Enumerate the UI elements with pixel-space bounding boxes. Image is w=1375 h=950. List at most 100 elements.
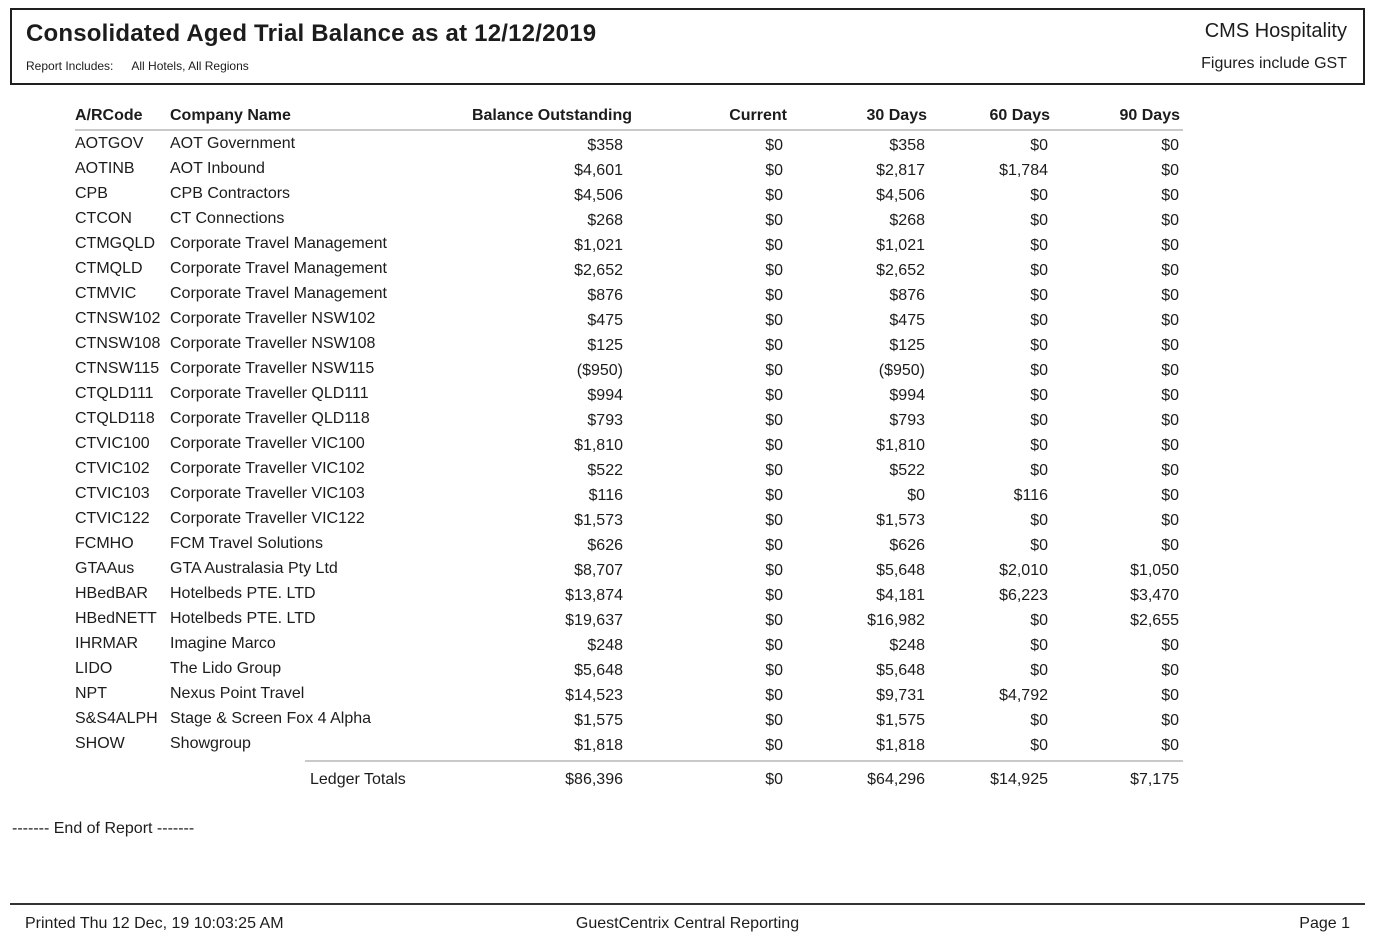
trial-balance-table: A/RCode Company Name Balance Outstanding…: [75, 101, 1183, 794]
cell-company: Imagine Marco: [170, 635, 276, 652]
cell-90days: $0: [1161, 212, 1179, 229]
table-row: LIDO The Lido Group $5,648 $0 $5,648 $0 …: [75, 656, 1183, 681]
report-header-right: CMS Hospitality Figures include GST: [1201, 20, 1347, 83]
table-row: CTCON CT Connections $268 $0 $268 $0 $0: [75, 206, 1183, 231]
column-header-company: Company Name: [170, 107, 291, 124]
cell-balance: $268: [587, 212, 623, 229]
table-row: CTVIC100 Corporate Traveller VIC100 $1,8…: [75, 431, 1183, 456]
cell-company: Showgroup: [170, 735, 251, 752]
cell-current: $0: [765, 162, 783, 179]
cell-30days: $2,817: [876, 162, 925, 179]
cell-arcode: CTVIC102: [75, 460, 150, 477]
cell-current: $0: [765, 412, 783, 429]
cell-current: $0: [765, 662, 783, 679]
cell-balance: $116: [588, 487, 623, 504]
cell-current: $0: [765, 337, 783, 354]
cell-30days: $2,652: [876, 262, 925, 279]
table-row: CTQLD118 Corporate Traveller QLD118 $793…: [75, 406, 1183, 431]
cell-60days: $0: [1030, 187, 1048, 204]
cell-60days: $0: [1030, 462, 1048, 479]
table-row: AOTINB AOT Inbound $4,601 $0 $2,817 $1,7…: [75, 156, 1183, 181]
cell-90days: $0: [1161, 387, 1179, 404]
cell-arcode: CTNSW102: [75, 310, 161, 327]
cell-30days: $522: [889, 462, 925, 479]
cell-current: $0: [765, 387, 783, 404]
cell-balance: $1,818: [574, 737, 623, 754]
cell-arcode: LIDO: [75, 660, 113, 677]
cell-30days: $9,731: [876, 687, 925, 704]
cell-company: FCM Travel Solutions: [170, 535, 323, 552]
table-row: AOTGOV AOT Government $358 $0 $358 $0 $0: [75, 131, 1183, 156]
cell-arcode: NPT: [75, 685, 107, 702]
footer-divider: [10, 903, 1365, 905]
cell-60days: $0: [1030, 387, 1048, 404]
table-row: CTNSW115 Corporate Traveller NSW115 ($95…: [75, 356, 1183, 381]
cell-balance: $1,021: [574, 237, 623, 254]
cell-arcode: CTCON: [75, 210, 132, 227]
cell-60days: $1,784: [999, 162, 1048, 179]
cell-90days: $0: [1161, 712, 1179, 729]
cell-current: $0: [765, 687, 783, 704]
report-header: Consolidated Aged Trial Balance as at 12…: [10, 8, 1365, 85]
cell-90days: $0: [1161, 737, 1179, 754]
cell-company: Corporate Traveller VIC103: [170, 485, 365, 502]
cell-30days: $1,810: [876, 437, 925, 454]
cell-60days: $0: [1030, 362, 1048, 379]
table-header-row: A/RCode Company Name Balance Outstanding…: [75, 101, 1183, 131]
cell-30days: $5,648: [876, 562, 925, 579]
cell-90days: $0: [1161, 337, 1179, 354]
report-header-left: Consolidated Aged Trial Balance as at 12…: [26, 20, 596, 83]
cell-30days: $1,021: [876, 237, 925, 254]
totals-current: $0: [765, 771, 783, 788]
table-row: HBedBAR Hotelbeds PTE. LTD $13,874 $0 $4…: [75, 581, 1183, 606]
cell-90days: $0: [1161, 437, 1179, 454]
cell-90days: $0: [1161, 537, 1179, 554]
ledger-totals-label: Ledger Totals: [310, 771, 406, 788]
report-includes: Report Includes: All Hotels, All Regions: [26, 59, 596, 73]
cell-60days: $0: [1030, 312, 1048, 329]
cell-current: $0: [765, 637, 783, 654]
cell-current: $0: [765, 487, 783, 504]
cell-90days: $0: [1161, 637, 1179, 654]
cell-60days: $6,223: [999, 587, 1048, 604]
cell-current: $0: [765, 512, 783, 529]
totals-balance: $86,396: [565, 771, 623, 788]
cell-balance: $1,575: [574, 712, 623, 729]
cell-90days: $0: [1161, 662, 1179, 679]
table-row: FCMHO FCM Travel Solutions $626 $0 $626 …: [75, 531, 1183, 556]
cell-90days: $0: [1161, 137, 1179, 154]
table-row: CTMGQLD Corporate Travel Management $1,0…: [75, 231, 1183, 256]
cell-company: Corporate Traveller NSW108: [170, 335, 376, 352]
cell-company: Corporate Traveller VIC122: [170, 510, 365, 527]
cell-30days: $1,573: [876, 512, 925, 529]
totals-90days: $7,175: [1130, 771, 1179, 788]
cell-60days: $0: [1030, 712, 1048, 729]
cell-current: $0: [765, 212, 783, 229]
report-includes-label: Report Includes:: [26, 59, 114, 73]
cell-current: $0: [765, 187, 783, 204]
cell-60days: $0: [1030, 437, 1048, 454]
cell-company: The Lido Group: [170, 660, 282, 677]
cell-60days: $0: [1030, 412, 1048, 429]
report-includes-value: All Hotels, All Regions: [131, 59, 249, 73]
cell-90days: $0: [1161, 687, 1179, 704]
cell-company: CT Connections: [170, 210, 285, 227]
cell-balance: $626: [587, 537, 623, 554]
cell-90days: $0: [1161, 512, 1179, 529]
cell-balance: $248: [587, 637, 623, 654]
cell-company: Hotelbeds PTE. LTD: [170, 585, 316, 602]
column-header-balance: Balance Outstanding: [471, 107, 632, 124]
ledger-totals-row: Ledger Totals $86,396 $0 $64,296 $14,925…: [75, 760, 1183, 794]
cell-current: $0: [765, 562, 783, 579]
cell-30days: $475: [889, 312, 925, 329]
cell-90days: $0: [1161, 412, 1179, 429]
table-row: CTVIC122 Corporate Traveller VIC122 $1,5…: [75, 506, 1183, 531]
cell-30days: $248: [889, 637, 925, 654]
cell-current: $0: [765, 537, 783, 554]
report-source-label: GuestCentrix Central Reporting: [575, 915, 800, 932]
cell-60days: $2,010: [999, 562, 1048, 579]
cell-arcode: AOTINB: [75, 160, 135, 177]
cell-balance: $994: [587, 387, 623, 404]
cell-company: Hotelbeds PTE. LTD: [170, 610, 316, 627]
cell-60days: $0: [1030, 212, 1048, 229]
